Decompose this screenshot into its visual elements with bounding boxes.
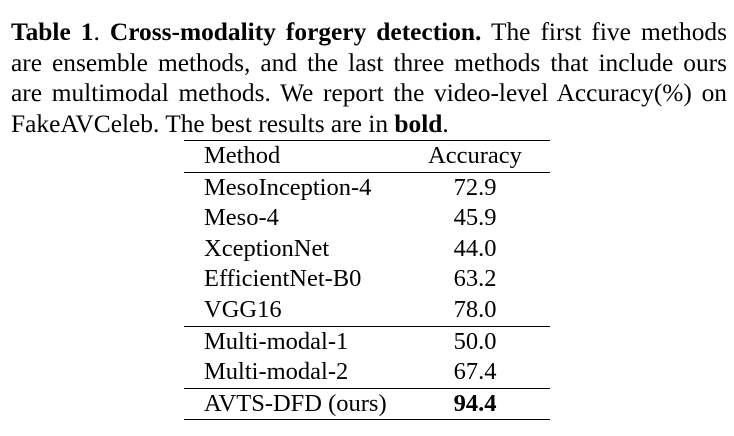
method-cell: VGG16 xyxy=(204,295,282,323)
accuracy-cell: 63.2 xyxy=(453,265,497,293)
method-cell: AVTS-DFD (ours) xyxy=(204,389,387,417)
method-cell: EfficientNet-B0 xyxy=(204,265,362,293)
accuracy-cell: 72.9 xyxy=(453,173,497,201)
caption-bold-word: bold xyxy=(394,109,443,138)
header-accuracy: Accuracy xyxy=(428,142,522,169)
method-cell: XceptionNet xyxy=(204,234,330,262)
accuracy-cell: 50.0 xyxy=(453,327,497,355)
method-cell: MesoInception-4 xyxy=(204,173,372,201)
accuracy-cell: 45.9 xyxy=(453,204,497,232)
accuracy-cell: 44.0 xyxy=(453,234,497,262)
caption-label: Table 1 xyxy=(11,18,94,46)
table-row-ours: AVTS-DFD (ours) 94.4 xyxy=(184,388,550,420)
table-header-row: Method Accuracy xyxy=(184,140,550,173)
table-row: Multi-modal-1 50.0 xyxy=(184,326,550,357)
method-cell: Multi-modal-1 xyxy=(204,327,349,355)
caption-title: Cross-modality forgery detection. xyxy=(109,18,482,46)
table-row: EfficientNet-B0 63.2 xyxy=(184,264,550,295)
method-cell: Meso-4 xyxy=(204,204,279,232)
accuracy-cell-best: 94.4 xyxy=(453,389,497,417)
table-row: Multi-modal-2 67.4 xyxy=(184,357,550,388)
results-table: Method Accuracy MesoInception-4 72.9 Mes… xyxy=(184,140,550,420)
accuracy-cell: 78.0 xyxy=(453,295,497,323)
caption-end: . xyxy=(442,109,449,138)
table-row: Meso-4 45.9 xyxy=(184,203,550,234)
table-row: MesoInception-4 72.9 xyxy=(184,172,550,203)
method-cell: Multi-modal-2 xyxy=(204,358,349,386)
table-row: XceptionNet 44.0 xyxy=(184,234,550,265)
table-row: VGG16 78.0 xyxy=(184,295,550,326)
table-caption: Table 1. Cross-modality forgery detectio… xyxy=(11,17,727,139)
caption-text: The first five methods are ensemble meth… xyxy=(11,18,727,138)
header-method: Method xyxy=(204,142,281,169)
results-table-container: Method Accuracy MesoInception-4 72.9 Mes… xyxy=(184,140,550,420)
caption-sep: . xyxy=(93,18,110,46)
accuracy-cell: 67.4 xyxy=(453,358,497,386)
